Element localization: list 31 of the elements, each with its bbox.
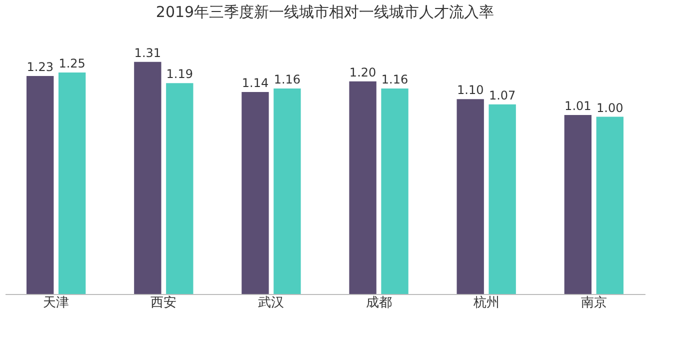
bar xyxy=(488,104,516,294)
bar xyxy=(349,81,376,294)
x-tick-label: 天津 xyxy=(43,296,70,310)
bar xyxy=(564,115,592,294)
data-label: 1.31 xyxy=(134,46,162,60)
x-tick-label: 武汉 xyxy=(258,296,284,310)
x-tick-label: 成都 xyxy=(366,296,392,310)
bar xyxy=(166,83,194,294)
bar xyxy=(596,116,624,294)
x-tick-label: 杭州 xyxy=(472,296,500,310)
bar xyxy=(134,62,162,294)
bar xyxy=(58,72,86,294)
bar xyxy=(381,88,408,294)
data-label: 1.20 xyxy=(349,65,376,80)
data-label: 1.07 xyxy=(488,88,516,102)
data-label: 1.10 xyxy=(456,83,484,98)
data-label: 1.14 xyxy=(242,76,269,90)
chart-title: 2019年三季度新一线城市相对一线城市人才流入率 xyxy=(156,3,494,21)
bar xyxy=(274,88,301,294)
data-label: 1.01 xyxy=(564,99,592,114)
data-label: 1.16 xyxy=(274,72,301,86)
bar xyxy=(242,92,269,294)
x-tick-label: 西安 xyxy=(150,294,177,310)
x-tick-label: 南京 xyxy=(580,296,607,310)
data-label: 1.16 xyxy=(381,72,408,86)
data-label: 1.19 xyxy=(166,67,194,82)
data-label: 1.25 xyxy=(58,56,86,70)
bar xyxy=(26,76,54,294)
bar xyxy=(456,99,484,294)
data-label: 1.00 xyxy=(596,100,624,115)
data-label: 1.23 xyxy=(26,60,54,74)
